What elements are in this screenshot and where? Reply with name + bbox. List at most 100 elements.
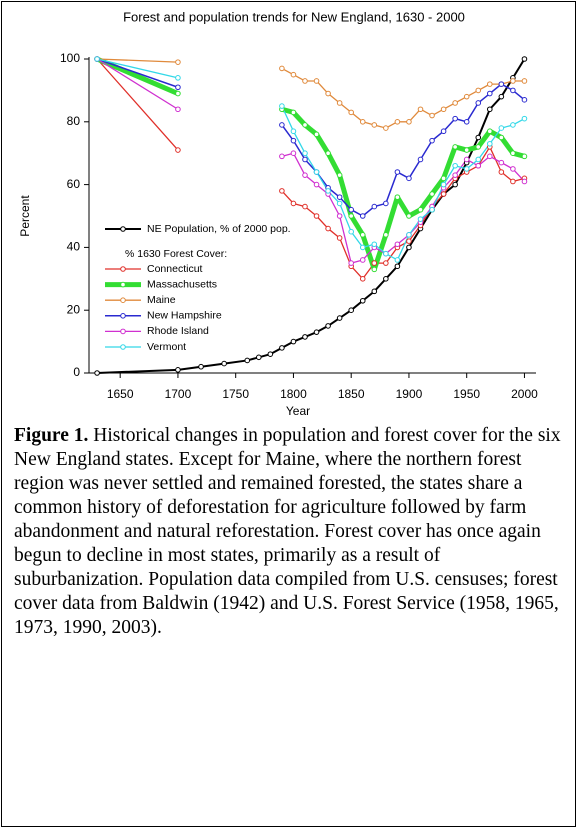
- data-point: [440, 191, 447, 197]
- data-point: [475, 87, 482, 94]
- data-point: [394, 169, 401, 175]
- legend-marker: [120, 328, 126, 335]
- data-point: [290, 137, 297, 144]
- data-point: [371, 203, 378, 210]
- series-line: [97, 58, 525, 129]
- data-point: [463, 93, 470, 100]
- x-tick-label: 1850: [338, 387, 365, 401]
- data-point: [394, 119, 401, 125]
- data-point: [383, 276, 389, 282]
- data-point: [336, 172, 343, 178]
- data-point: [440, 106, 447, 113]
- data-point: [325, 225, 331, 232]
- legend-marker: [120, 266, 126, 272]
- data-point: [175, 106, 181, 113]
- data-point: [313, 78, 320, 84]
- data-point: [175, 90, 181, 97]
- data-point: [313, 181, 320, 188]
- data-point: [383, 200, 389, 207]
- legend-label: New Hampshire: [147, 310, 222, 322]
- legend-label: Maine: [147, 294, 176, 306]
- data-point: [313, 169, 320, 175]
- data-point: [279, 188, 285, 194]
- data-point: [359, 232, 366, 238]
- data-point: [394, 263, 401, 270]
- data-point: [463, 147, 470, 153]
- data-point: [279, 65, 285, 72]
- data-point: [290, 109, 297, 116]
- y-axis-label: Percent: [18, 195, 32, 237]
- data-point: [348, 109, 354, 116]
- data-point: [325, 323, 331, 329]
- data-point: [510, 178, 516, 185]
- data-point: [486, 90, 493, 97]
- data-point: [244, 357, 251, 364]
- data-point: [510, 122, 516, 128]
- data-point: [348, 260, 354, 266]
- x-tick-label: 2000: [511, 387, 538, 401]
- x-tick-label: 1900: [396, 387, 423, 401]
- data-point: [371, 288, 378, 295]
- series-line: [96, 58, 525, 264]
- data-point: [510, 166, 516, 172]
- data-point: [521, 153, 528, 160]
- figure-frame: Forest and population trends for New Eng…: [1, 1, 576, 827]
- data-point: [452, 162, 458, 169]
- data-point: [452, 181, 458, 188]
- data-point: [463, 166, 470, 172]
- data-point: [302, 78, 308, 84]
- data-point: [383, 250, 389, 257]
- chart-title: Forest and population trends for New Eng…: [123, 9, 465, 24]
- data-point: [440, 181, 447, 188]
- data-point: [336, 200, 343, 207]
- data-point: [510, 78, 516, 84]
- y-tick-label: 100: [60, 51, 80, 65]
- data-point: [498, 134, 505, 141]
- legend-marker: [120, 226, 126, 232]
- data-point: [383, 260, 389, 266]
- data-point: [94, 56, 100, 62]
- data-point: [406, 244, 412, 251]
- data-point: [417, 206, 424, 213]
- data-point: [475, 144, 482, 150]
- data-point: [290, 338, 297, 345]
- data-point: [406, 232, 412, 238]
- y-tick-label: 20: [67, 302, 81, 316]
- data-point: [94, 370, 100, 376]
- data-point: [394, 241, 401, 248]
- data-point: [302, 203, 308, 210]
- data-point: [302, 122, 308, 128]
- data-point: [394, 194, 401, 200]
- series-line: [96, 58, 525, 261]
- data-point: [313, 329, 320, 335]
- data-point: [279, 122, 285, 128]
- data-point: [336, 194, 343, 200]
- data-point: [371, 122, 378, 128]
- data-point: [336, 315, 343, 321]
- data-point: [510, 87, 516, 94]
- data-point: [452, 172, 458, 178]
- y-tick-label: 40: [67, 240, 81, 254]
- data-point: [406, 119, 412, 125]
- data-point: [406, 238, 412, 244]
- legend-label: Massachusetts: [147, 278, 217, 290]
- data-point: [359, 257, 366, 263]
- x-tick-label: 1700: [165, 387, 192, 401]
- data-point: [521, 178, 528, 185]
- data-point: [255, 354, 262, 361]
- legend-label: Vermont: [147, 341, 186, 353]
- data-point: [302, 156, 308, 163]
- data-point: [359, 297, 366, 304]
- data-point: [336, 235, 343, 241]
- data-point: [521, 56, 528, 62]
- data-point: [429, 191, 435, 197]
- data-point: [440, 175, 447, 182]
- data-point: [175, 59, 181, 65]
- data-point: [429, 112, 435, 119]
- data-point: [498, 93, 505, 100]
- legend-title: % 1630 Forest Cover:: [125, 248, 227, 260]
- data-point: [325, 188, 331, 194]
- data-point: [336, 213, 343, 219]
- y-tick-label: 0: [73, 365, 80, 379]
- data-point: [325, 150, 331, 156]
